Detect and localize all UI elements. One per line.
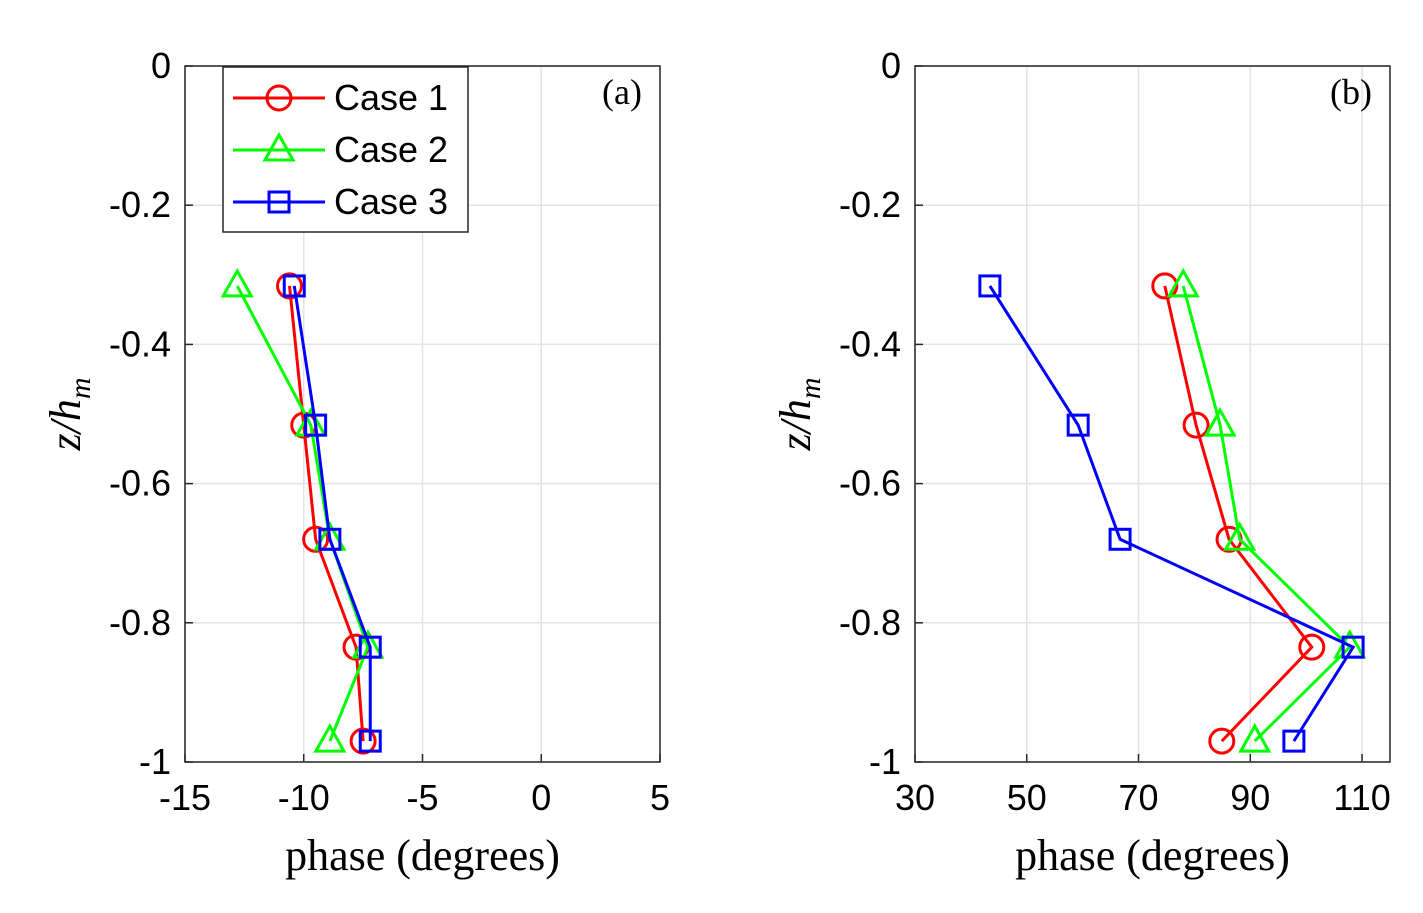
y-tick-label: -0.8 — [839, 602, 901, 643]
axes-frame — [914, 65, 1391, 763]
data-point — [282, 274, 306, 298]
y-axis-label: z/hm — [41, 377, 97, 451]
y-axis-label-subscript: m — [64, 377, 97, 399]
data-point — [1223, 521, 1257, 551]
data-point — [1208, 727, 1236, 755]
x-tick-label: 90 — [1230, 777, 1270, 818]
data-point — [1182, 411, 1210, 439]
x-tick-label: -10 — [278, 777, 330, 818]
series-line — [988, 285, 1356, 742]
y-tick-label: -0.8 — [109, 602, 171, 643]
axes-frame — [184, 65, 661, 763]
data-point — [318, 527, 342, 551]
y-tick-label: -1 — [139, 741, 171, 782]
legend-marker — [265, 84, 293, 112]
legend: Case 1 Case 2 Case 3 — [222, 66, 469, 233]
y-tick-label: -0.2 — [839, 184, 901, 225]
legend-marker — [262, 131, 296, 162]
legend-label: Case 2 — [334, 129, 448, 170]
series-line — [288, 285, 365, 742]
panel-a: -15 -10 -5 0 5 0 -0.2 -0.4 -0.6 -0.8 -1 phase (degr… — [41, 45, 670, 880]
data-point — [358, 729, 382, 753]
data-point — [1108, 527, 1132, 551]
data-point — [1238, 723, 1272, 753]
legend-entry: Case 3 — [233, 181, 448, 222]
data-point — [1151, 272, 1179, 300]
x-tick-label: 50 — [1007, 777, 1047, 818]
data-point — [358, 635, 382, 659]
legend-label: Case 3 — [334, 181, 448, 222]
series-line — [292, 285, 372, 742]
y-tick-label: 0 — [881, 45, 901, 86]
data-point — [1341, 635, 1365, 659]
y-tick-label: -0.4 — [839, 323, 901, 364]
legend-label: Case 1 — [334, 77, 448, 118]
legend-entry: Case 2 — [233, 129, 448, 170]
data-point — [1203, 407, 1237, 437]
y-axis-label: z/hm — [771, 377, 827, 451]
y-axis-label-subscript: m — [794, 377, 827, 399]
y-axis-label-main: z/h — [41, 399, 90, 451]
data-point — [276, 272, 303, 300]
data-point — [978, 274, 1002, 298]
data-point — [1066, 413, 1090, 437]
series-line — [1163, 285, 1314, 743]
panel-label: (a) — [602, 72, 642, 112]
x-tick-label: -5 — [406, 777, 438, 818]
legend-marker — [267, 190, 291, 214]
data-point — [313, 723, 347, 753]
x-tick-label: 0 — [531, 777, 551, 818]
y-tick-label: -0.4 — [109, 323, 171, 364]
x-tick-label: 30 — [895, 777, 935, 818]
data-point — [1166, 267, 1200, 298]
data-point — [349, 727, 377, 755]
x-tick-label: 5 — [650, 777, 670, 818]
x-axis-label: phase (degrees) — [285, 831, 560, 880]
panel-label: (b) — [1330, 72, 1372, 112]
legend-entry: Case 1 — [233, 77, 448, 118]
y-tick-label: 0 — [151, 45, 171, 86]
data-point — [1298, 633, 1326, 661]
y-tick-label: -0.6 — [109, 463, 171, 504]
y-tick-label: -0.2 — [109, 184, 171, 225]
x-tick-label: 70 — [1119, 777, 1159, 818]
y-tick-label: -1 — [869, 741, 901, 782]
panel-b: 30 50 70 90 110 0 -0.2 -0.4 -0.6 -0.8 -1 phase (deg… — [771, 45, 1391, 880]
data-point — [302, 525, 330, 553]
y-axis-label-main: z/h — [771, 399, 820, 451]
x-axis-label: phase (degrees) — [1015, 831, 1290, 880]
x-tick-label: -15 — [159, 777, 211, 818]
x-tick-label: 110 — [1333, 777, 1390, 818]
data-point — [220, 267, 254, 298]
series-case-3 — [978, 274, 1365, 753]
series-line — [1181, 285, 1352, 743]
data-point — [1282, 729, 1306, 753]
data-point — [304, 413, 328, 437]
series-case-3 — [282, 274, 382, 753]
y-tick-label: -0.6 — [839, 463, 901, 504]
